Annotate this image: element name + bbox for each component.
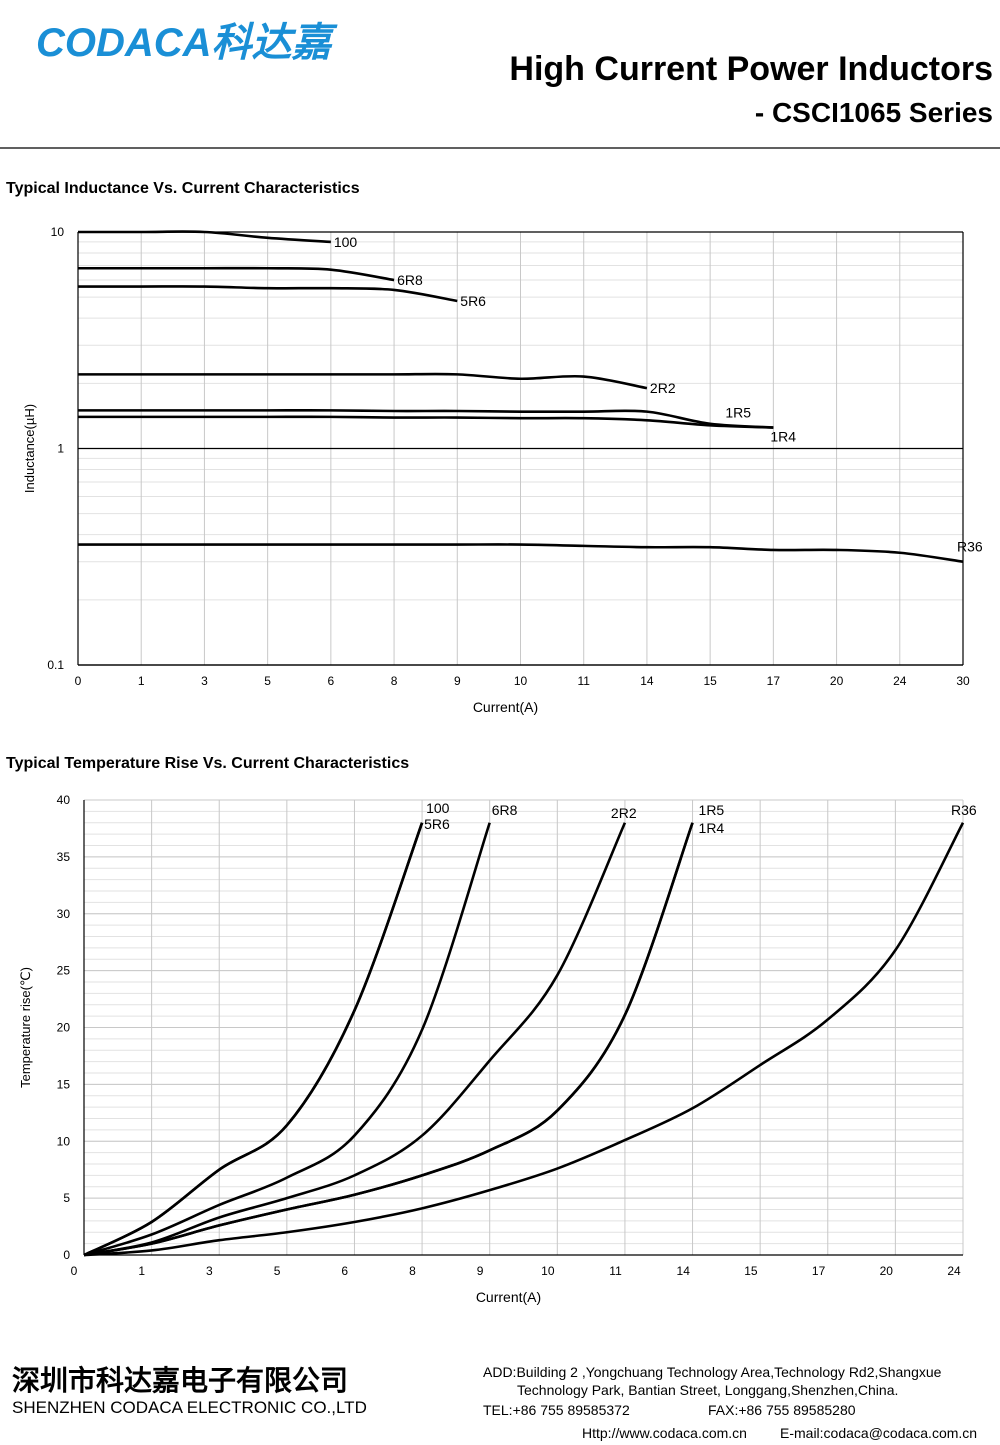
doc-title: High Current Power Inductors [509, 50, 993, 88]
logo: CODACA科达嘉 [36, 21, 339, 65]
series-label: 100 [334, 234, 358, 250]
x-tick-label: 11 [577, 674, 590, 688]
address: ADD:Building 2 ,Yongchuang Technology Ar… [483, 1364, 942, 1380]
curve [77, 543, 964, 563]
curve [83, 822, 694, 1257]
series-label: 1R4 [770, 429, 796, 445]
x-tick-label: 0 [71, 1264, 78, 1278]
x-tick-label: 3 [206, 1264, 213, 1278]
x-tick-label: 17 [812, 1264, 826, 1278]
series-label: R36 [951, 802, 977, 818]
y-tick-label: 10 [57, 1134, 71, 1148]
curve [77, 266, 395, 282]
address: Technology Park, Bantian Street, Longgan… [517, 1382, 898, 1398]
series-label: R36 [957, 539, 983, 555]
series-label: 6R8 [492, 802, 518, 818]
series-label: 6R8 [397, 272, 423, 288]
y-axis-label: Temperature rise(℃) [18, 967, 33, 1088]
curve [83, 822, 424, 1257]
chart-title: Typical Inductance Vs. Current Character… [6, 180, 360, 197]
y-tick-label: 0.1 [47, 658, 64, 672]
doc-subtitle: - CSCI1065 Series [755, 97, 993, 128]
x-tick-label: 24 [947, 1264, 961, 1278]
y-tick-label: 0 [63, 1248, 70, 1262]
x-tick-label: 6 [341, 1264, 348, 1278]
series-label: 1R5 [699, 802, 725, 818]
series-label: 2R2 [611, 805, 637, 821]
y-tick-label: 30 [57, 907, 71, 921]
x-tick-label: 0 [75, 674, 82, 688]
x-tick-label: 6 [328, 674, 335, 688]
series-label: 5R6 [460, 293, 486, 309]
x-axis-label: Current(A) [473, 699, 538, 715]
x-tick-label: 5 [274, 1264, 281, 1278]
x-tick-label: 10 [514, 674, 528, 688]
y-tick-label: 25 [57, 964, 71, 978]
series-label: 2R2 [650, 380, 676, 396]
x-tick-label: 9 [454, 674, 461, 688]
company-cn: 深圳市科达嘉电子有限公司 [12, 1364, 348, 1396]
curve [83, 822, 491, 1257]
chart-title: Typical Temperature Rise Vs. Current Cha… [6, 755, 409, 772]
x-tick-label: 5 [264, 674, 271, 688]
x-tick-label: 14 [677, 1264, 691, 1278]
x-tick-label: 20 [880, 1264, 894, 1278]
y-tick-label: 35 [57, 850, 71, 864]
fax: FAX:+86 755 89585280 [708, 1402, 856, 1418]
y-tick-label: 40 [57, 793, 71, 807]
x-tick-label: 30 [956, 674, 970, 688]
x-tick-label: 3 [201, 674, 208, 688]
curve [78, 285, 458, 303]
x-tick-label: 1 [138, 674, 145, 688]
series-label: 1R4 [699, 820, 725, 836]
series-label: 5R6 [424, 816, 450, 832]
x-tick-label: 17 [767, 674, 781, 688]
curve [77, 415, 774, 429]
series-label: 1R5 [725, 405, 751, 421]
x-tick-label: 14 [640, 674, 654, 688]
curve [77, 409, 774, 429]
x-tick-label: 1 [138, 1264, 145, 1278]
x-tick-label: 8 [391, 674, 398, 688]
y-axis-label: Inductance(µH) [22, 404, 37, 493]
curve [83, 822, 965, 1257]
series-label: 100 [426, 800, 450, 816]
y-tick-label: 1 [57, 442, 64, 456]
x-tick-label: 15 [703, 674, 717, 688]
curve [77, 372, 648, 390]
x-tick-label: 8 [409, 1264, 416, 1278]
x-axis-label: Current(A) [476, 1289, 541, 1305]
website: Http://www.codaca.com.cn [582, 1425, 747, 1441]
y-tick-label: 5 [63, 1191, 70, 1205]
curve [77, 230, 331, 244]
x-tick-label: 10 [541, 1264, 555, 1278]
curve [83, 822, 627, 1257]
x-tick-label: 11 [609, 1264, 622, 1278]
x-tick-label: 9 [477, 1264, 484, 1278]
tel: TEL:+86 755 89585372 [483, 1402, 630, 1418]
y-tick-label: 15 [57, 1077, 71, 1091]
x-tick-label: 15 [744, 1264, 758, 1278]
company-en: SHENZHEN CODACA ELECTRONIC CO.,LTD [12, 1398, 367, 1417]
email: E-mail:codaca@codaca.com.cn [780, 1425, 977, 1441]
y-tick-label: 20 [57, 1021, 71, 1035]
x-tick-label: 20 [830, 674, 844, 688]
x-tick-label: 24 [893, 674, 907, 688]
y-tick-label: 10 [51, 225, 65, 239]
